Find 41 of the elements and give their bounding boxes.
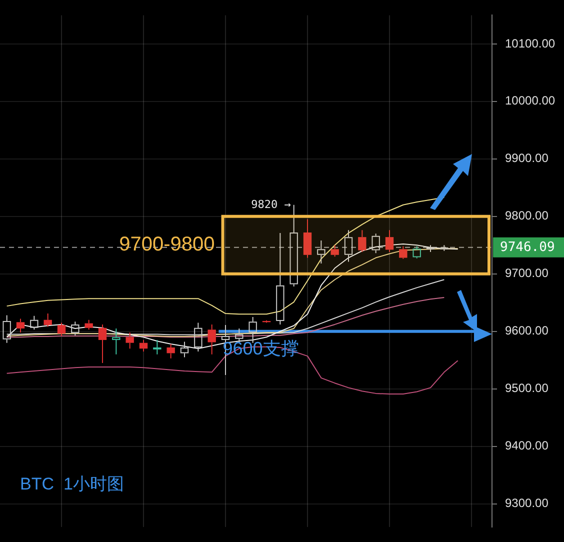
candlestick: [84, 319, 93, 330]
y-tick-label: 9300.00: [505, 496, 549, 510]
candlestick: [30, 315, 38, 330]
y-tick-label: 10100.00: [505, 36, 556, 50]
y-tick-label: 9700.00: [505, 266, 549, 280]
candlestick: [317, 240, 326, 264]
candlestick: [166, 344, 175, 359]
candlestick: [412, 246, 421, 259]
candlestick: [71, 321, 80, 336]
candlestick: [440, 244, 448, 252]
candlestick: [139, 339, 148, 352]
y-tick-label: 9400.00: [505, 438, 549, 453]
candlestick: [16, 318, 25, 334]
candlestick: [112, 328, 120, 355]
y-tick-label: 9500.00: [505, 381, 549, 396]
candlestick: [385, 230, 394, 253]
y-tick-label: 9600.00: [505, 324, 549, 338]
candlestick: [44, 313, 52, 328]
candlestick: [290, 204, 298, 288]
candlestick: [194, 322, 202, 352]
candlestick: [180, 341, 189, 358]
candlestick: [57, 322, 66, 336]
ref-line-label: 9746.09: [500, 240, 555, 255]
y-tick-label: 10000.00: [505, 94, 556, 108]
annotation: 9820 →: [251, 198, 292, 211]
candlestick: [2, 314, 11, 344]
candlestick: [248, 316, 257, 344]
candlestick: [372, 233, 380, 254]
candlestick: [98, 324, 107, 364]
annotation: BTC 1小时图: [20, 474, 124, 494]
candlestick: [303, 218, 312, 258]
y-tick-label: 9900.00: [505, 151, 549, 166]
candlestick: [330, 244, 339, 258]
candlestick: [344, 230, 353, 262]
y-tick-label: 9800.00: [505, 208, 549, 223]
candlestick: [358, 230, 366, 253]
candlestick: [208, 324, 216, 355]
candlestick: [126, 332, 134, 350]
band-label: 9700-9800: [119, 234, 215, 256]
candlestick: [276, 232, 284, 325]
candlestick: [153, 339, 162, 355]
